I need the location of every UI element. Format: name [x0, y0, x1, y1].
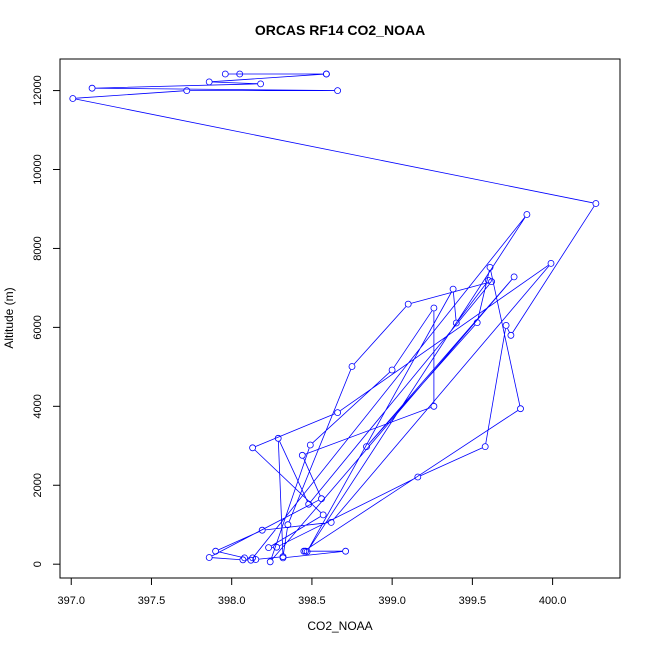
data-point: [274, 434, 282, 442]
y-axis-label: Altitude (m): [2, 287, 16, 348]
data-point: [348, 363, 356, 370]
data-point: [449, 285, 457, 293]
series-line: [76, 73, 595, 561]
data-point: [249, 444, 257, 452]
data-point: [273, 543, 281, 551]
data-point: [342, 547, 350, 555]
data-point: [517, 405, 524, 413]
data-point: [327, 519, 335, 526]
data-point: [258, 526, 266, 534]
x-axis: 397.0 397.5 398.0 398.5 399.0 399.5 400.0: [57, 577, 567, 607]
data-point: [279, 554, 287, 562]
x-tick-label: 397.5: [138, 595, 166, 607]
chart-title: ORCAS RF14 CO2_NOAA: [255, 22, 425, 38]
data-point: [363, 443, 370, 451]
x-tick-label: 398.0: [218, 595, 246, 607]
x-tick-label: 399.5: [459, 595, 487, 607]
data-point: [523, 211, 531, 218]
y-tick-label: 2000: [32, 473, 44, 497]
data-point: [303, 548, 311, 555]
data-point: [306, 441, 314, 449]
y-tick-label: 10000: [32, 154, 44, 185]
x-tick-label: 400.0: [539, 595, 567, 607]
data-point: [249, 554, 257, 562]
data-point: [221, 70, 229, 78]
data-point: [241, 554, 248, 562]
y-tick-label: 8000: [32, 236, 44, 260]
data-point: [212, 547, 220, 555]
data-point: [322, 70, 330, 78]
data-point: [257, 80, 265, 88]
data-point: [473, 319, 481, 327]
data-point: [488, 278, 496, 286]
y-tick-label: 6000: [32, 315, 44, 339]
data-point: [205, 554, 213, 561]
x-axis-label: CO2_NOAA: [307, 619, 372, 633]
data-point: [252, 556, 260, 563]
data-point: [510, 273, 518, 281]
data-point: [239, 556, 247, 564]
data-point: [404, 300, 412, 308]
y-tick-label: 4000: [32, 394, 44, 418]
data-point: [334, 409, 342, 417]
data-point: [266, 558, 274, 566]
data-point: [452, 319, 460, 327]
data-point: [414, 473, 422, 481]
data-point: [486, 263, 494, 271]
data-point: [319, 511, 327, 519]
data-point: [69, 95, 77, 102]
data-point: [484, 276, 492, 284]
data-point: [236, 70, 244, 78]
x-tick-label: 398.5: [298, 595, 326, 607]
plot-frame: [59, 58, 621, 579]
data-point: [430, 304, 438, 312]
data-point: [502, 321, 510, 329]
y-tick-label: 0: [32, 561, 44, 567]
data-point: [284, 521, 292, 529]
data-point: [547, 259, 555, 267]
data-point: [334, 87, 342, 94]
data-point: [388, 366, 396, 374]
data-point: [507, 331, 515, 339]
data-point: [592, 200, 600, 207]
y-axis: 0 2000 4000 6000 8000 10000 12000: [32, 75, 61, 567]
data-point: [300, 547, 308, 555]
x-tick-label: 399.0: [378, 595, 406, 607]
data-point: [305, 500, 313, 508]
data-point: [430, 402, 438, 410]
data-point: [88, 84, 96, 92]
data-point: [247, 556, 255, 564]
data-point: [298, 451, 306, 459]
y-tick-label: 12000: [32, 75, 44, 106]
x-tick-label: 397.0: [57, 595, 85, 607]
data-point: [265, 544, 273, 551]
data-point: [481, 443, 489, 451]
series-group: [69, 70, 600, 566]
data-point: [183, 87, 191, 94]
data-point: [205, 78, 213, 86]
data-point: [318, 495, 325, 503]
